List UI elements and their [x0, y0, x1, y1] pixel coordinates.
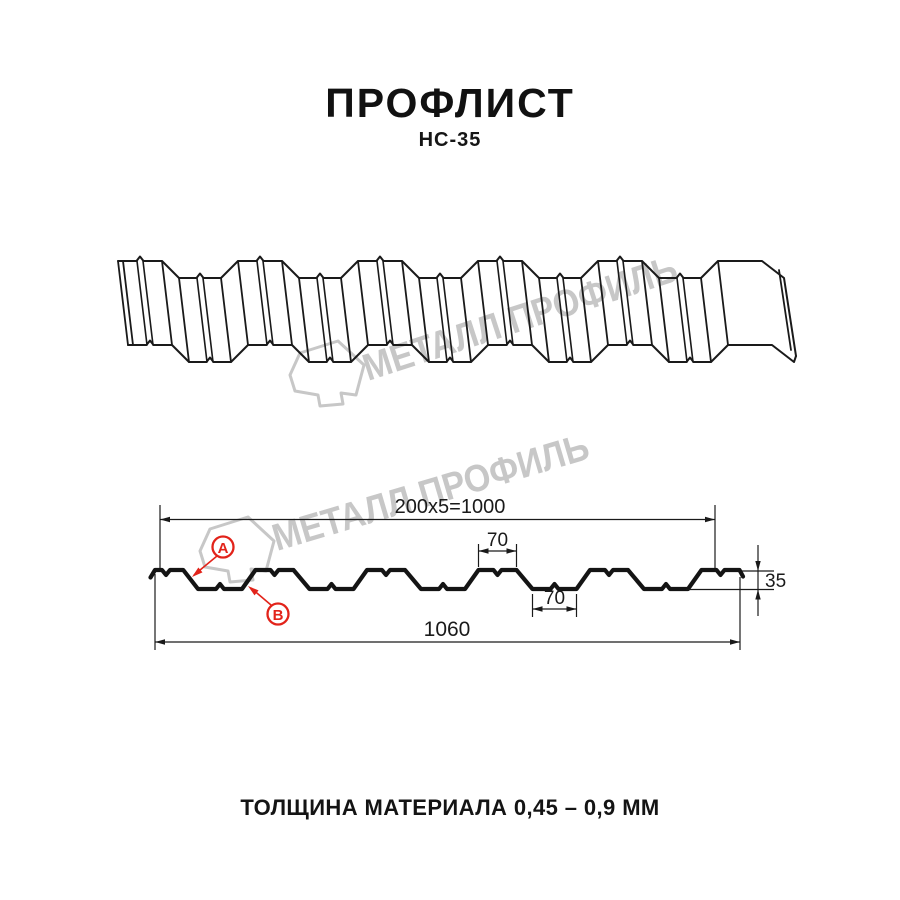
marker-b-arrowhead [248, 586, 259, 596]
dim-overall-width: 1060 [424, 618, 471, 641]
marker-a-circle [211, 535, 235, 559]
dim-valley-width: 70 [544, 588, 565, 609]
dim-crest-width: 70 [487, 530, 508, 551]
side-markers: A B [192, 535, 290, 626]
page-title: ПРОФЛИСТ [325, 80, 575, 126]
profile-cross-section [148, 567, 746, 592]
brand-logo-outline [198, 515, 276, 584]
dimension-labels: 200x5=1000 70 70 35 1060 [395, 496, 786, 641]
marker-a-label: A [218, 540, 229, 557]
profile-model-subtitle: НС-35 [418, 129, 482, 151]
marker-b-circle [266, 602, 290, 626]
dim-profile-height: 35 [765, 571, 786, 592]
marker-b-label: B [273, 607, 284, 624]
brand-watermark-text: МЕТАЛЛ ПРОФИЛЬ [358, 248, 683, 389]
brand-logo-outline [288, 339, 366, 408]
brand-watermark-text: МЕТАЛЛ ПРОФИЛЬ [268, 426, 594, 559]
dimension-lines [154, 505, 774, 650]
material-thickness-note: ТОЛЩИНА МАТЕРИАЛА 0,45 – 0,9 ММ [240, 795, 660, 820]
watermark-layer: МЕТАЛЛ ПРОФИЛЬ МЕТАЛЛ ПРОФИЛЬ [198, 248, 683, 584]
dim-working-width: 200x5=1000 [395, 496, 506, 518]
marker-a-arrowhead [192, 567, 203, 577]
profile-3d-view [117, 255, 797, 363]
